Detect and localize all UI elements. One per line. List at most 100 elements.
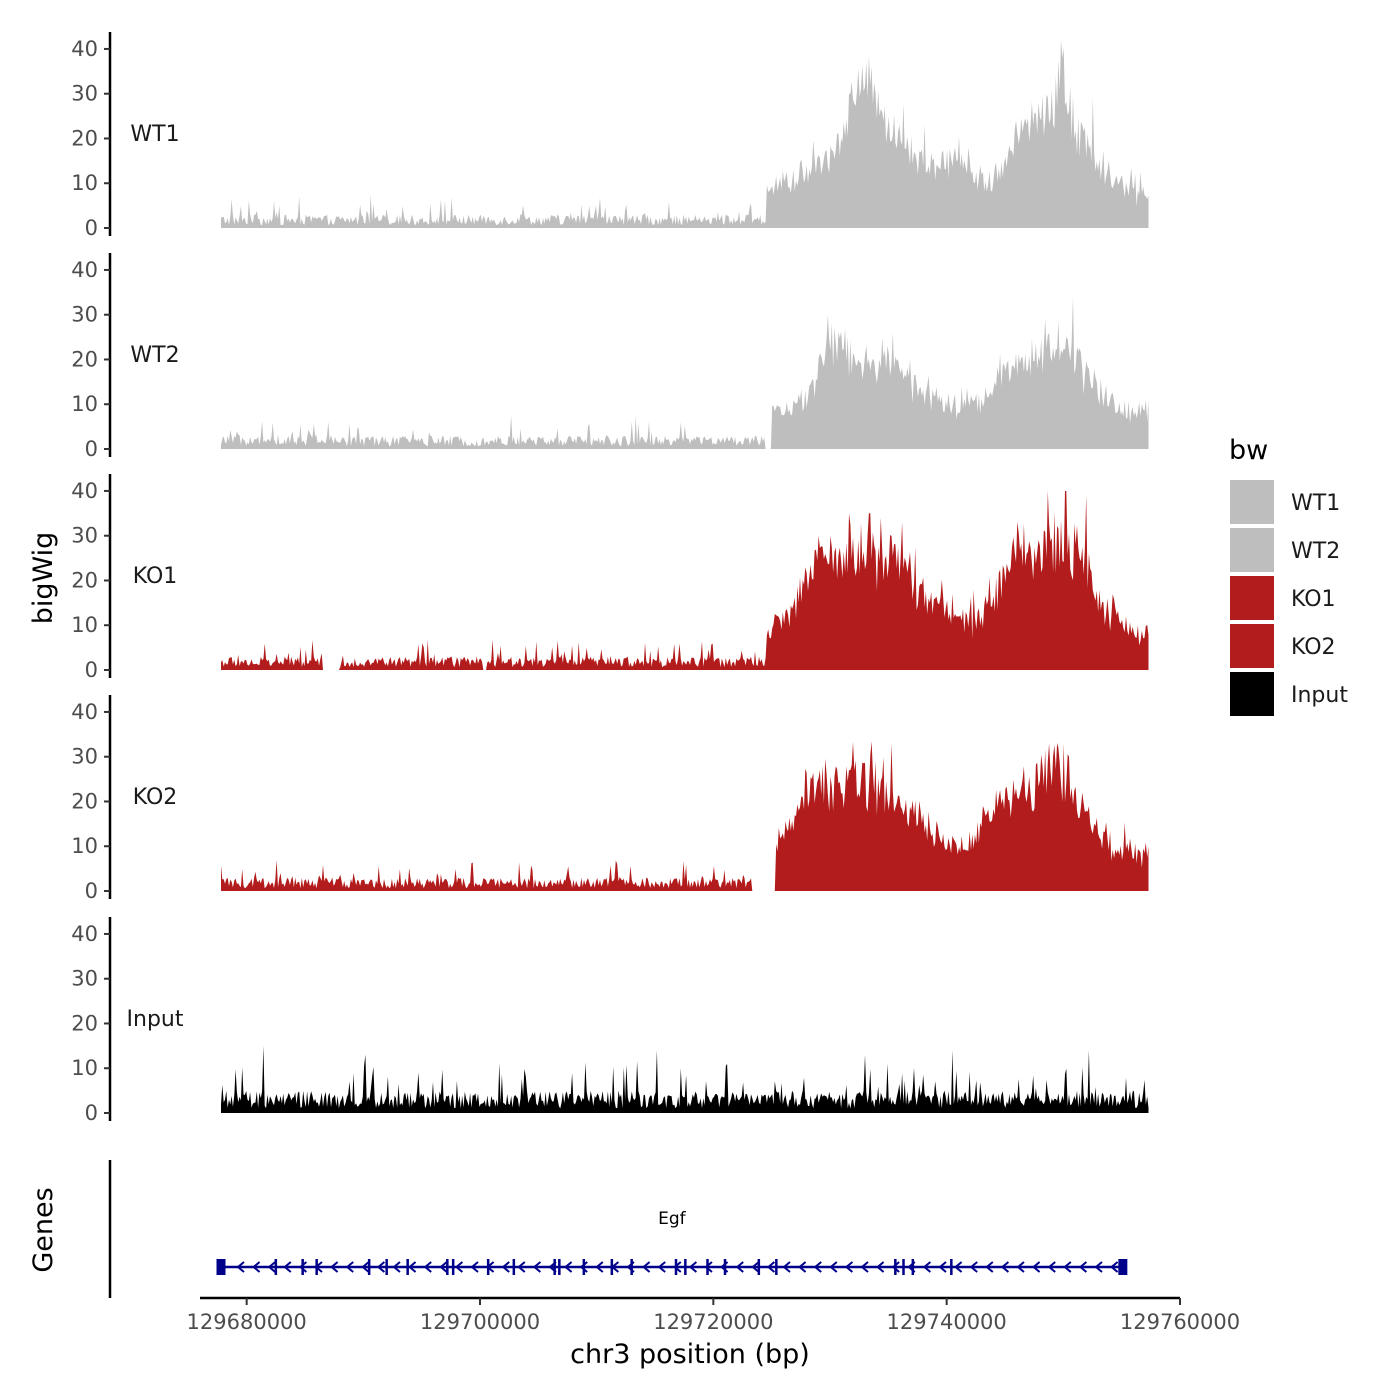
y-tick-label: 10 — [71, 834, 98, 858]
y-tick-label: 40 — [71, 922, 98, 946]
signal-area-ko1 — [221, 490, 1149, 670]
gene-exon — [367, 1259, 371, 1275]
legend-label-wt2: WT2 — [1291, 539, 1340, 564]
legend-key-ko1 — [1230, 576, 1274, 620]
track-wt2: 0 10 20 30 40 WT2 — [71, 253, 1149, 461]
y-tick-label: 30 — [71, 303, 98, 327]
gene-strand-arrow — [751, 1261, 760, 1273]
genes-axis-title: Genes — [28, 1187, 59, 1272]
gene-strand-arrow — [954, 1261, 963, 1273]
gene-strand-arrow — [579, 1261, 588, 1273]
gene-exon — [512, 1259, 516, 1275]
track-label-ko2: KO2 — [133, 785, 178, 810]
gene-exon — [775, 1259, 778, 1275]
gene-strand-arrow — [1094, 1261, 1103, 1273]
gene-strand-arrow — [829, 1261, 838, 1273]
gene-strand-arrow — [408, 1261, 417, 1273]
gene-exon — [684, 1259, 687, 1275]
gene-strand-arrow — [439, 1261, 448, 1273]
track-label-wt2: WT2 — [130, 343, 179, 368]
x-tick-label: 129740000 — [887, 1310, 1007, 1334]
y-tick-label: 0 — [85, 658, 98, 682]
genes-layer: Egf — [108, 1160, 1128, 1298]
gene-exon — [1118, 1259, 1128, 1275]
gene-exon — [911, 1259, 915, 1275]
legend-key-wt1 — [1230, 480, 1274, 524]
gene-strand-arrow — [642, 1261, 651, 1273]
y-axis-title: bigWig — [28, 532, 59, 625]
gene-strand-arrow — [720, 1261, 729, 1273]
gene-strand-arrow — [704, 1261, 713, 1273]
gene-strand-arrow — [330, 1261, 339, 1273]
y-tick-label: 30 — [71, 82, 98, 106]
gene-strand-arrow — [532, 1261, 542, 1273]
gene-strand-arrow — [345, 1261, 354, 1273]
gene-strand-arrow — [298, 1261, 308, 1273]
gene-strand-arrow — [876, 1261, 885, 1273]
gene-strand-arrow — [595, 1261, 604, 1273]
y-tick-label: 0 — [85, 216, 98, 240]
gene-exon — [902, 1259, 905, 1275]
y-tick-label: 0 — [85, 1101, 98, 1125]
gene-strand-arrow — [1000, 1261, 1010, 1273]
gene-strand-arrow — [688, 1261, 698, 1273]
y-tick-label: 20 — [71, 568, 98, 592]
y-tick-label: 10 — [71, 613, 98, 637]
y-tick-label: 20 — [71, 347, 98, 371]
gene-strand-arrow — [267, 1261, 276, 1273]
gene-strand-arrow — [766, 1261, 776, 1273]
x-tick-label: 129680000 — [187, 1310, 307, 1334]
y-tick-label: 30 — [71, 524, 98, 548]
gene-strand-arrow — [969, 1261, 978, 1273]
gene-strand-arrow — [907, 1261, 916, 1273]
gene-strand-arrow — [782, 1261, 791, 1273]
legend: bw WT1 WT2 KO1 KO2 Input — [1229, 435, 1348, 716]
gene-strand-arrow — [501, 1261, 510, 1273]
gene-name-label: Egf — [658, 1209, 687, 1229]
gene-strand-arrow — [376, 1261, 386, 1273]
gene-exon — [757, 1259, 761, 1275]
gene-strand-arrow — [1110, 1261, 1119, 1273]
gene-strand-arrow — [564, 1261, 573, 1273]
gene-strand-arrow — [423, 1261, 432, 1273]
y-tick-label: 20 — [71, 126, 98, 150]
gene-strand-arrow — [673, 1261, 682, 1273]
gene-strand-arrow — [938, 1261, 947, 1273]
gene-strand-arrow — [1047, 1261, 1056, 1273]
gene-strand-arrow — [860, 1261, 869, 1273]
track-wt1: 0 10 20 30 40 WT1 — [71, 32, 1149, 240]
gene-exon — [950, 1259, 953, 1275]
gene-exon — [553, 1259, 556, 1275]
gene-strand-arrow — [486, 1261, 495, 1273]
y-tick-label: 40 — [71, 479, 98, 503]
track-label-wt1: WT1 — [130, 122, 179, 147]
y-tick-label: 0 — [85, 437, 98, 461]
gene-strand-arrow — [844, 1261, 854, 1273]
gene-strand-arrow — [1032, 1261, 1041, 1273]
gene-strand-arrow — [798, 1261, 807, 1273]
legend-label-wt1: WT1 — [1291, 491, 1340, 516]
signal-area-wt2 — [221, 296, 1149, 449]
gene-strand-arrow — [1016, 1261, 1025, 1273]
gene-strand-arrow — [922, 1261, 932, 1273]
legend-label-ko2: KO2 — [1291, 635, 1336, 660]
gene-strand-arrow — [314, 1261, 323, 1273]
track-label-input: Input — [127, 1007, 184, 1032]
gene-strand-arrow — [610, 1261, 620, 1273]
gene-exon — [446, 1259, 449, 1275]
gene-strand-arrow — [252, 1261, 261, 1273]
x-tick-label: 129700000 — [420, 1310, 540, 1334]
legend-title: bw — [1229, 435, 1268, 466]
y-tick-label: 30 — [71, 745, 98, 769]
gene-exon — [723, 1259, 727, 1275]
x-tick-label: 129720000 — [653, 1310, 773, 1334]
gene-exon — [630, 1259, 633, 1275]
x-axis: 129680000 129700000 129720000 129740000 1297… — [187, 1296, 1240, 1334]
gene-strand-arrow — [657, 1261, 666, 1273]
gene-strand-arrow — [517, 1261, 526, 1273]
gene-exon — [274, 1259, 278, 1275]
gene-strand-arrow — [1078, 1261, 1088, 1273]
gene-exon — [406, 1259, 409, 1275]
